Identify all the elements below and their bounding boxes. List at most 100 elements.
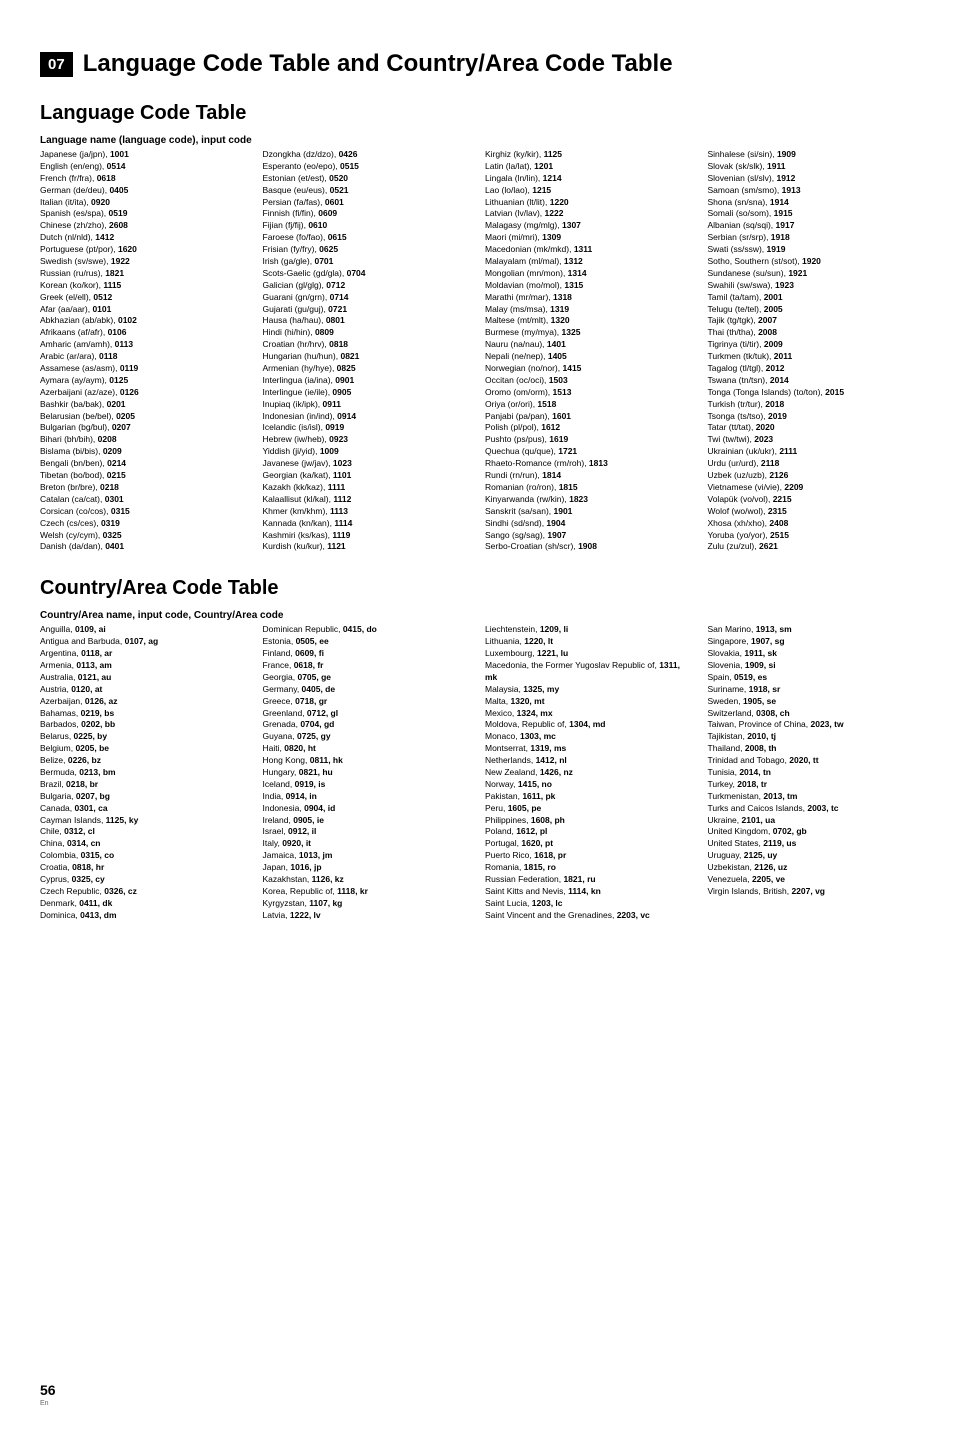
country-entry: Greenland, 0712, gl: [263, 708, 470, 720]
language-entry: Hungarian (hu/hun), 0821: [263, 351, 470, 363]
country-entry: Spain, 0519, es: [708, 672, 915, 684]
language-entry: Frisian (fy/fry), 0625: [263, 244, 470, 256]
page-number: 56: [40, 1382, 914, 1398]
country-entry: Colombia, 0315, co: [40, 850, 247, 862]
language-entry: Corsican (co/cos), 0315: [40, 506, 247, 518]
country-entry: Slovakia, 1911, sk: [708, 648, 915, 660]
language-entry: Latvian (lv/lav), 1222: [485, 208, 692, 220]
language-entry: Swati (ss/ssw), 1919: [708, 244, 915, 256]
language-entry: Tagalog (tl/tgl), 2012: [708, 363, 915, 375]
language-entry: Swedish (sv/swe), 1922: [40, 256, 247, 268]
language-entry: Slovenian (sl/slv), 1912: [708, 173, 915, 185]
language-entry: Burmese (my/mya), 1325: [485, 327, 692, 339]
language-entry: Uzbek (uz/uzb), 2126: [708, 470, 915, 482]
country-entry: Azerbaijan, 0126, az: [40, 696, 247, 708]
country-entry: Grenada, 0704, gd: [263, 719, 470, 731]
language-entry: Tajik (tg/tgk), 2007: [708, 315, 915, 327]
language-entry: Malayalam (ml/mal), 1312: [485, 256, 692, 268]
language-entry: Amharic (am/amh), 0113: [40, 339, 247, 351]
language-entry: Arabic (ar/ara), 0118: [40, 351, 247, 363]
language-entry: Kazakh (kk/kaz), 1111: [263, 482, 470, 494]
country-entry: Anguilla, 0109, ai: [40, 624, 247, 636]
language-entry: Turkish (tr/tur), 2018: [708, 399, 915, 411]
country-entry: Liechtenstein, 1209, li: [485, 624, 692, 636]
country-entry: Canada, 0301, ca: [40, 803, 247, 815]
language-entry: Tswana (tn/tsn), 2014: [708, 375, 915, 387]
country-entry: Brazil, 0218, br: [40, 779, 247, 791]
language-entry: Lao (lo/lao), 1215: [485, 185, 692, 197]
language-entry: Moldavian (mo/mol), 1315: [485, 280, 692, 292]
country-entry: Finland, 0609, fi: [263, 648, 470, 660]
country-entry: Georgia, 0705, ge: [263, 672, 470, 684]
language-entry: Occitan (oc/oci), 1503: [485, 375, 692, 387]
language-entry: Maltese (mt/mlt), 1320: [485, 315, 692, 327]
language-entry: Japanese (ja/jpn), 1001: [40, 149, 247, 161]
language-entry: Pushto (ps/pus), 1619: [485, 434, 692, 446]
country-entry: Romania, 1815, ro: [485, 862, 692, 874]
country-entry: Puerto Rico, 1618, pr: [485, 850, 692, 862]
language-entry: Assamese (as/asm), 0119: [40, 363, 247, 375]
country-entry: Hong Kong, 0811, hk: [263, 755, 470, 767]
country-entry: Denmark, 0411, dk: [40, 898, 247, 910]
language-entry: Bashkir (ba/bak), 0201: [40, 399, 247, 411]
language-entry: Croatian (hr/hrv), 0818: [263, 339, 470, 351]
page-header: 07 Language Code Table and Country/Area …: [40, 50, 914, 78]
language-entry: Sanskrit (sa/san), 1901: [485, 506, 692, 518]
language-entry: Dzongkha (dz/dzo), 0426: [263, 149, 470, 161]
country-entry: Antigua and Barbuda, 0107, ag: [40, 636, 247, 648]
country-entry: Lithuania, 1220, lt: [485, 636, 692, 648]
country-entry: Armenia, 0113, am: [40, 660, 247, 672]
country-entry: Australia, 0121, au: [40, 672, 247, 684]
language-entry: Estonian (et/est), 0520: [263, 173, 470, 185]
country-entry: Monaco, 1303, mc: [485, 731, 692, 743]
language-entry: Ukrainian (uk/ukr), 2111: [708, 446, 915, 458]
language-entry: Inupiaq (ik/ipk), 0911: [263, 399, 470, 411]
country-entry: Saint Kitts and Nevis, 1114, kn: [485, 886, 692, 898]
country-entry: Montserrat, 1319, ms: [485, 743, 692, 755]
language-entry: Shona (sn/sna), 1914: [708, 197, 915, 209]
language-entry: Serbian (sr/srp), 1918: [708, 232, 915, 244]
language-entry: Portuguese (pt/por), 1620: [40, 244, 247, 256]
country-entry: Saint Vincent and the Grenadines, 2203, …: [485, 910, 692, 922]
language-entry: French (fr/fra), 0618: [40, 173, 247, 185]
language-entry: Volapük (vo/vol), 2215: [708, 494, 915, 506]
country-entry: New Zealand, 1426, nz: [485, 767, 692, 779]
country-subhead: Country/Area name, input code, Country/A…: [40, 610, 914, 621]
language-entry: Latin (la/lat), 1201: [485, 161, 692, 173]
language-section-title: Language Code Table: [40, 102, 914, 125]
language-entry: Georgian (ka/kat), 1101: [263, 470, 470, 482]
country-entry: Uruguay, 2125, uy: [708, 850, 915, 862]
country-entry: India, 0914, in: [263, 791, 470, 803]
language-entry: Macedonian (mk/mkd), 1311: [485, 244, 692, 256]
language-entry: Tonga (Tonga Islands) (to/ton), 2015: [708, 387, 915, 399]
country-entry: Norway, 1415, no: [485, 779, 692, 791]
language-entry: Norwegian (no/nor), 1415: [485, 363, 692, 375]
language-entry: Sindhi (sd/snd), 1904: [485, 518, 692, 530]
language-entry: Afar (aa/aar), 0101: [40, 304, 247, 316]
country-entry: Italy, 0920, it: [263, 838, 470, 850]
country-entry: Bermuda, 0213, bm: [40, 767, 247, 779]
language-entry: Sinhalese (si/sin), 1909: [708, 149, 915, 161]
country-entry: Malta, 1320, mt: [485, 696, 692, 708]
language-entry: Czech (cs/ces), 0319: [40, 518, 247, 530]
language-entry: Yiddish (ji/yid), 1009: [263, 446, 470, 458]
language-entry: Catalan (ca/cat), 0301: [40, 494, 247, 506]
language-entry: Interlingua (ia/ina), 0901: [263, 375, 470, 387]
language-entry: Kinyarwanda (rw/kin), 1823: [485, 494, 692, 506]
country-entry: Hungary, 0821, hu: [263, 767, 470, 779]
language-entry: Sotho, Southern (st/sot), 1920: [708, 256, 915, 268]
language-entry: Xhosa (xh/xho), 2408: [708, 518, 915, 530]
language-entry: Indonesian (in/ind), 0914: [263, 411, 470, 423]
country-entry: Czech Republic, 0326, cz: [40, 886, 247, 898]
country-entry: Virgin Islands, British, 2207, vg: [708, 886, 915, 898]
language-entry: Danish (da/dan), 0401: [40, 541, 247, 553]
country-entry: Tunisia, 2014, tn: [708, 767, 915, 779]
country-entry: Turkey, 2018, tr: [708, 779, 915, 791]
country-entry: Cayman Islands, 1125, ky: [40, 815, 247, 827]
language-entry: Maori (mi/mri), 1309: [485, 232, 692, 244]
language-entry: Javanese (jw/jav), 1023: [263, 458, 470, 470]
country-entry: Austria, 0120, at: [40, 684, 247, 696]
country-entry: Japan, 1016, jp: [263, 862, 470, 874]
country-entry: Latvia, 1222, lv: [263, 910, 470, 922]
language-entry: Hindi (hi/hin), 0809: [263, 327, 470, 339]
